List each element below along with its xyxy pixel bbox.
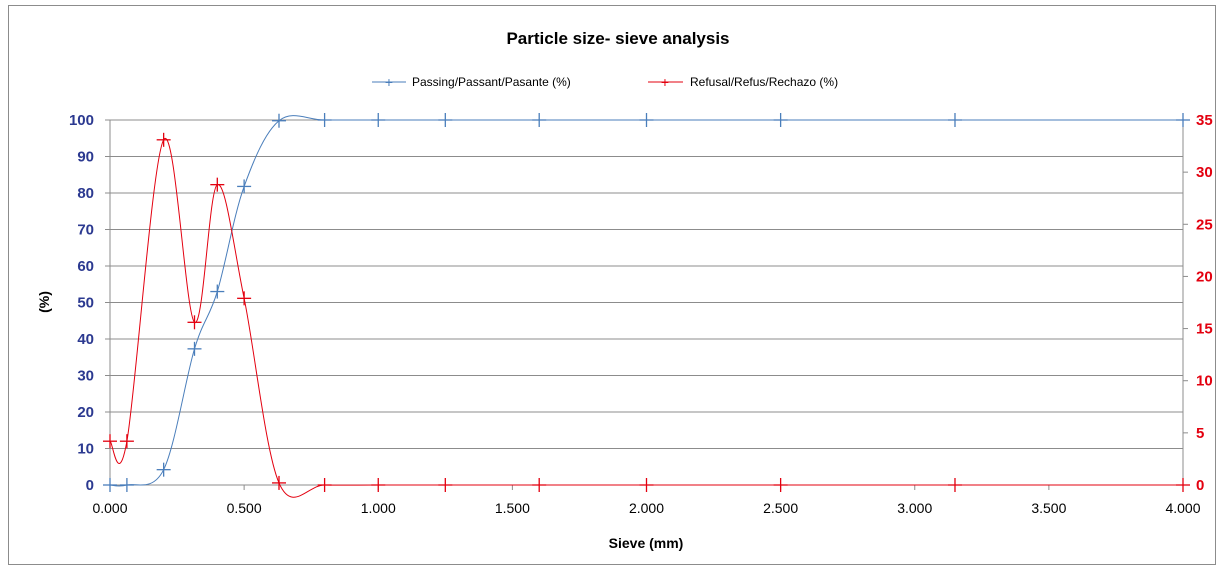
data-point-refusal bbox=[1176, 478, 1190, 492]
data-point-refusal bbox=[156, 132, 171, 147]
y-left-tick-label: 90 bbox=[77, 149, 94, 166]
x-axis-ticks: 0.000 0.500 1.000 1.500 2.000 2.500 3.000 3.500… bbox=[92, 485, 1201, 516]
x-tick-label: 0.500 bbox=[227, 500, 262, 516]
y-axis-left-ticks: 0 10 20 30 40 50 60 70 80 90 100 bbox=[69, 112, 110, 494]
y-right-tick-label: 25 bbox=[1196, 216, 1213, 233]
legend-label-refusal: Refusal/Refus/Rechazo (%) bbox=[690, 75, 838, 89]
x-tick-label: 3.500 bbox=[1031, 500, 1066, 516]
y-right-tick-label: 20 bbox=[1196, 268, 1213, 285]
data-point-refusal bbox=[187, 315, 202, 330]
y-left-tick-label: 40 bbox=[77, 331, 94, 348]
legend-item-refusal: + Refusal/Refus/Rechazo (%) bbox=[648, 74, 838, 90]
data-point-passing bbox=[237, 179, 252, 194]
y-left-tick-label: 70 bbox=[77, 222, 94, 239]
data-point-refusal bbox=[210, 177, 225, 192]
data-point-passing bbox=[1176, 113, 1190, 127]
data-point-passing bbox=[210, 284, 225, 299]
y-left-tick-label: 0 bbox=[86, 477, 94, 494]
data-point-passing bbox=[639, 113, 654, 127]
data-point-passing bbox=[371, 113, 386, 127]
series-line-passing bbox=[109, 115, 1183, 487]
chart-frame bbox=[8, 5, 1216, 565]
y-right-tick-label: 35 bbox=[1196, 112, 1213, 129]
legend-marker-refusal: + bbox=[661, 74, 669, 90]
data-point-refusal bbox=[438, 478, 453, 492]
data-point-refusal bbox=[317, 478, 332, 492]
series-passing bbox=[103, 113, 1190, 492]
y-right-tick-label: 30 bbox=[1196, 164, 1213, 181]
y-right-tick-label: 15 bbox=[1196, 321, 1213, 338]
series-line-refusal bbox=[109, 138, 1183, 498]
x-tick-label: 4.000 bbox=[1165, 500, 1200, 516]
series-refusal bbox=[103, 132, 1190, 498]
legend: + Passing/Passant/Pasante (%) + Refusal/… bbox=[372, 74, 838, 90]
data-point-refusal bbox=[271, 475, 286, 490]
y-left-tick-label: 30 bbox=[77, 368, 94, 385]
data-point-passing bbox=[947, 113, 962, 127]
data-point-passing bbox=[156, 462, 171, 477]
y-left-tick-label: 100 bbox=[69, 112, 94, 129]
data-point-passing bbox=[103, 478, 117, 492]
data-point-refusal bbox=[103, 434, 117, 449]
x-tick-label: 1.500 bbox=[495, 500, 530, 516]
data-point-passing bbox=[271, 113, 286, 128]
data-point-refusal bbox=[947, 478, 962, 492]
y-right-tick-label: 10 bbox=[1196, 373, 1213, 390]
data-point-passing bbox=[187, 341, 202, 356]
series-group bbox=[103, 113, 1190, 498]
gridlines bbox=[110, 119, 1183, 449]
y-left-tick-label: 10 bbox=[77, 441, 94, 458]
chart-title: Particle size- sieve analysis bbox=[506, 29, 729, 48]
x-axis-title: Sieve (mm) bbox=[609, 535, 684, 551]
data-point-refusal bbox=[371, 478, 386, 492]
y-right-tick-label: 0 bbox=[1196, 477, 1204, 494]
y-axis-right-ticks: 0 5 10 15 20 25 30 35 bbox=[1183, 112, 1213, 494]
data-point-refusal bbox=[119, 434, 134, 449]
data-point-refusal bbox=[532, 478, 547, 492]
legend-marker-passing: + bbox=[385, 74, 393, 90]
x-tick-label: 2.000 bbox=[629, 500, 664, 516]
y-left-tick-label: 20 bbox=[77, 404, 94, 421]
data-point-passing bbox=[532, 113, 547, 127]
y-left-tick-label: 60 bbox=[77, 258, 94, 275]
y-left-tick-label: 80 bbox=[77, 185, 94, 202]
data-point-refusal bbox=[773, 478, 788, 492]
data-point-passing bbox=[119, 478, 134, 492]
x-tick-label: 0.000 bbox=[92, 500, 127, 516]
y-axis-title: (%) bbox=[36, 291, 52, 313]
y-right-tick-label: 5 bbox=[1196, 425, 1204, 442]
data-point-refusal bbox=[237, 291, 252, 306]
data-point-refusal bbox=[639, 478, 654, 492]
data-point-passing bbox=[438, 113, 453, 127]
legend-label-passing: Passing/Passant/Pasante (%) bbox=[412, 75, 571, 89]
legend-item-passing: + Passing/Passant/Pasante (%) bbox=[372, 74, 571, 90]
x-tick-label: 2.500 bbox=[763, 500, 798, 516]
data-point-passing bbox=[317, 113, 332, 127]
y-left-tick-label: 50 bbox=[77, 295, 94, 312]
data-point-passing bbox=[773, 113, 788, 127]
x-tick-label: 3.000 bbox=[897, 500, 932, 516]
x-tick-label: 1.000 bbox=[361, 500, 396, 516]
